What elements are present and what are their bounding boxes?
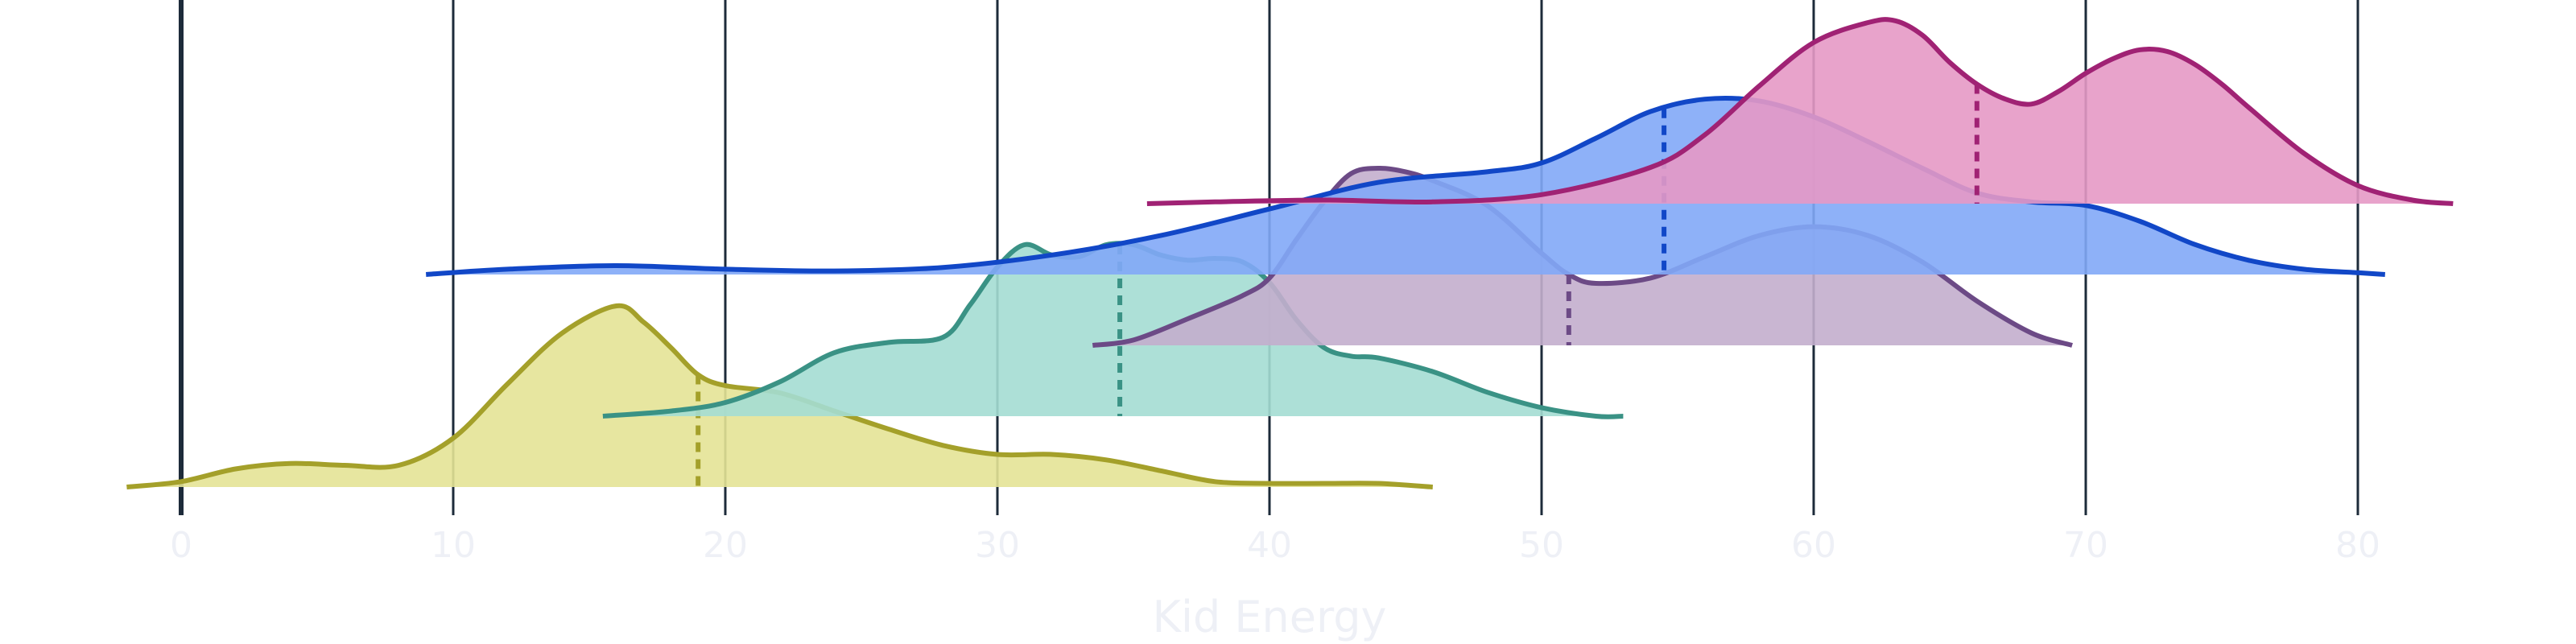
x-tick-label-30: 30: [975, 525, 1020, 566]
ridge-series-4: [426, 95, 2386, 277]
x-tick-label-60: 60: [1791, 525, 1836, 566]
x-tick-label-80: 80: [2335, 525, 2380, 566]
x-tick-label-70: 70: [2063, 525, 2108, 566]
x-tick-label-0: 0: [170, 525, 192, 566]
density-fill: [426, 97, 2385, 275]
density-line: [126, 303, 1433, 489]
x-axis-label: Kid Energy: [1153, 592, 1387, 642]
x-tick-label-50: 50: [1519, 525, 1564, 566]
density-ridges: [126, 17, 2454, 489]
density-fill: [1146, 19, 2454, 204]
x-tick-label-20: 20: [703, 525, 748, 566]
ridge-series-5: [1146, 17, 2454, 206]
x-tick-labels: 0 10 20 30 40 50 60 70 80: [170, 525, 2380, 566]
density-fill: [602, 243, 1624, 417]
x-tick-label-40: 40: [1247, 525, 1292, 566]
x-tick-label-10: 10: [431, 525, 476, 566]
density-line: [1146, 17, 2454, 206]
density-line: [426, 95, 2386, 277]
